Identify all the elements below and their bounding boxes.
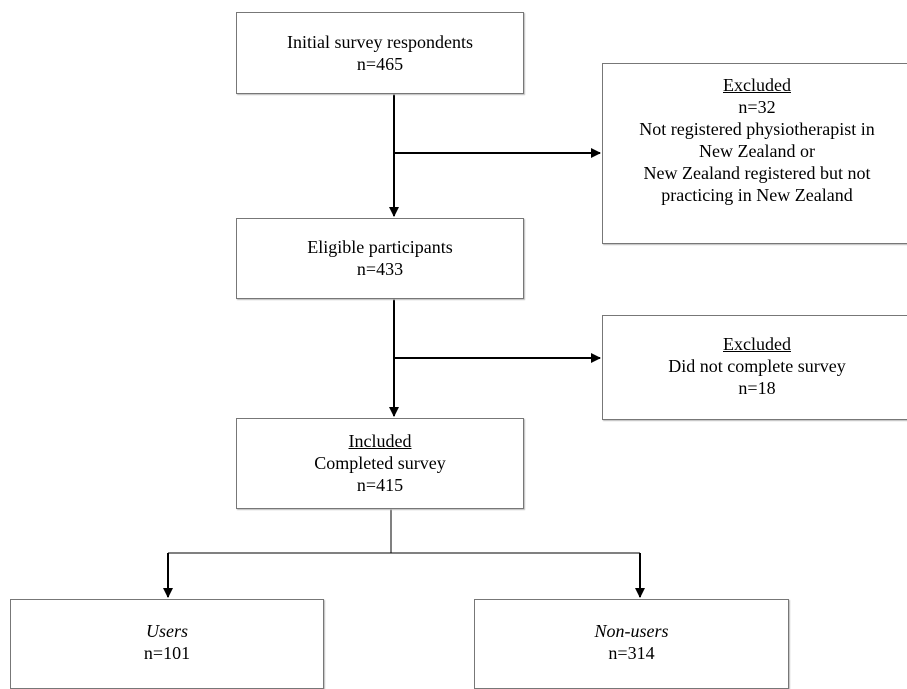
- node-heading: Excluded: [723, 75, 791, 95]
- node-text: n=433: [356, 259, 404, 279]
- node-text: n=314: [608, 643, 655, 663]
- node-text: n=415: [356, 475, 404, 495]
- node: Excluded Did not complete survey n=18: [602, 315, 907, 420]
- node: Initial survey respondents n=465: [236, 12, 524, 94]
- node: Included Completed survey n=415: [236, 418, 524, 509]
- node-text: practicing in New Zealand: [661, 185, 853, 205]
- node-heading: Excluded: [723, 334, 791, 354]
- node-text: Initial survey respondents: [287, 32, 473, 52]
- node-text: Completed survey: [314, 453, 446, 473]
- node-text: Not registered physiotherapist in: [639, 119, 875, 139]
- node-text: n=18: [738, 378, 776, 398]
- node-text: Eligible participants: [307, 237, 453, 257]
- node-text: n=465: [356, 54, 404, 74]
- node-text: New Zealand registered but not: [643, 163, 871, 183]
- node-text: New Zealand or: [699, 141, 815, 161]
- node-text: n=32: [738, 97, 776, 117]
- node-text: n=101: [143, 643, 191, 663]
- node: Users n=101: [10, 599, 324, 689]
- node-heading: Non-users: [594, 621, 669, 641]
- node-text: Did not complete survey: [668, 356, 846, 376]
- node: Eligible participants n=433: [236, 218, 524, 299]
- node: Non-users n=314: [474, 599, 789, 689]
- node: Excluded n=32 Not registered physiothera…: [602, 63, 907, 244]
- node-heading: Users: [145, 621, 188, 641]
- node-heading: Included: [348, 431, 412, 451]
